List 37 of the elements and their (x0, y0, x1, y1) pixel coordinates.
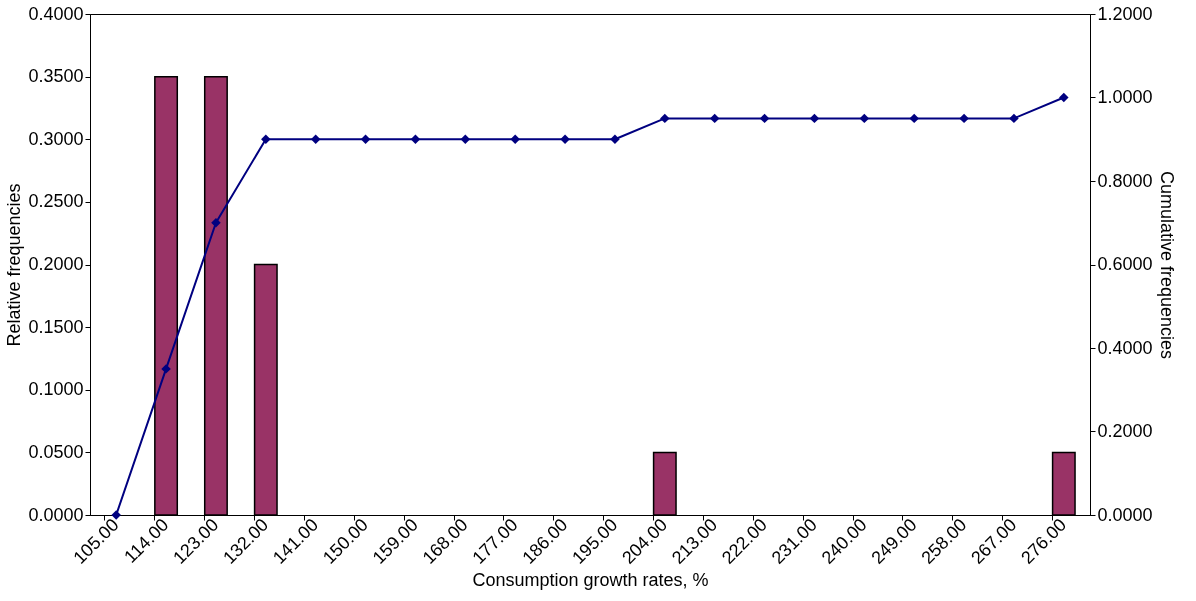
y2-tick-label: 0.8000 (1097, 170, 1153, 191)
point (909, 113, 919, 124)
point (859, 113, 870, 124)
point (460, 134, 471, 144)
y2-tick-label: 0.0000 (1097, 504, 1153, 525)
y-tick-label: 0.0000 (28, 504, 84, 525)
y-tick-label: 0.3000 (28, 128, 84, 149)
point (261, 134, 271, 144)
y-tick-label: 0.0500 (28, 441, 84, 462)
y-tick-label: 0.2500 (28, 191, 84, 212)
point (560, 134, 570, 144)
point (1009, 113, 1019, 124)
y-axis-title: Relative frequencies (4, 183, 25, 347)
point (360, 134, 371, 144)
y2-tick-label: 1.2000 (1097, 3, 1153, 24)
y-tick-label: 0.1000 (28, 379, 84, 400)
y-tick-label: 0.4000 (28, 3, 84, 24)
y2-tick-label: 0.2000 (1097, 421, 1153, 441)
y2-tick-label: 0.4000 (1097, 337, 1153, 358)
y-tick-label: 0.2000 (28, 254, 84, 274)
point (759, 113, 770, 124)
x-axis-title: Consumption growth rates, % (472, 569, 709, 590)
point (1059, 92, 1069, 103)
y-tick-label: 0.1500 (28, 316, 84, 337)
point (959, 113, 969, 124)
point (809, 113, 820, 124)
point (211, 218, 221, 228)
point (310, 134, 321, 144)
y-tick-label: 0.3500 (28, 66, 84, 87)
point (610, 134, 620, 144)
point (510, 134, 520, 144)
point (410, 134, 421, 144)
y2-axis-title: Cumulative frequencies (1156, 170, 1177, 360)
y2-tick-label: 0.6000 (1097, 254, 1153, 274)
point (660, 113, 670, 124)
y2-tick-label: 1.0000 (1097, 87, 1153, 107)
point (709, 113, 720, 124)
